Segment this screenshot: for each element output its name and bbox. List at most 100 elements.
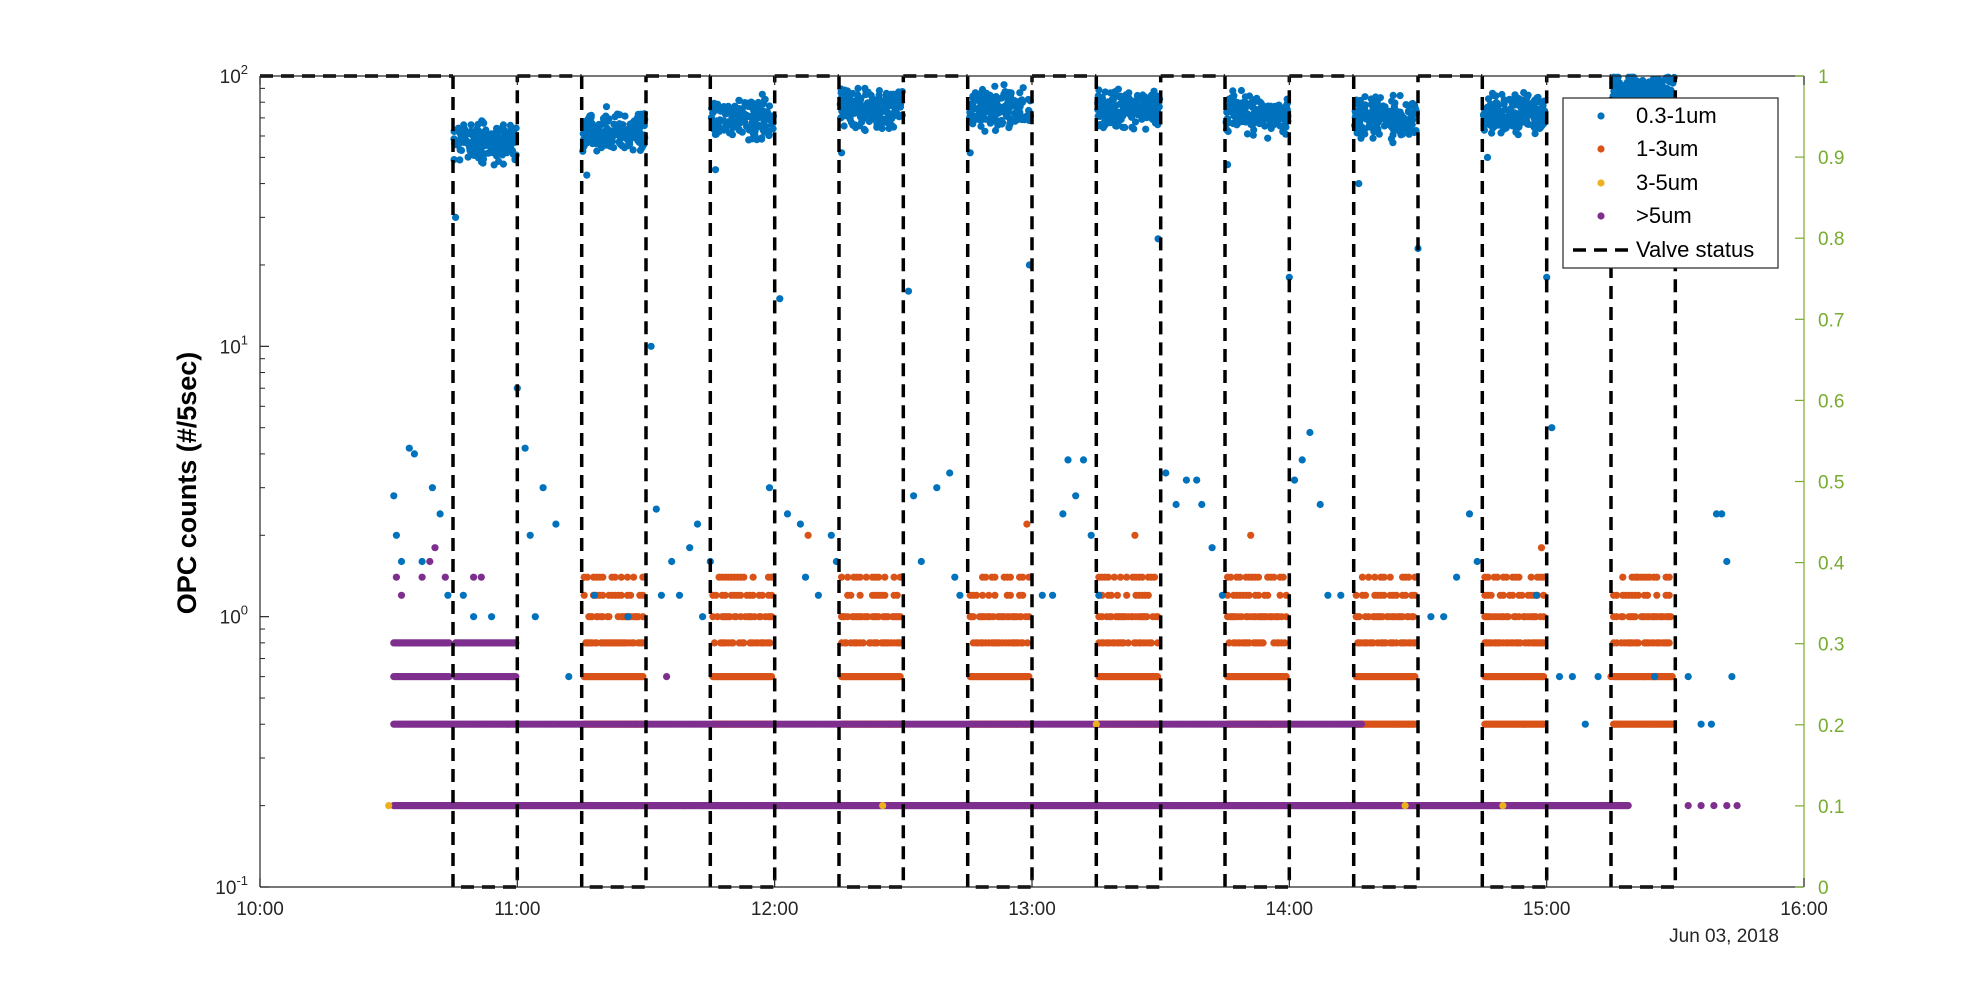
point-0-3-1um — [840, 107, 848, 115]
point-1-3um — [630, 573, 638, 581]
point-1-3um — [1665, 591, 1673, 599]
point-0-3-1um — [1162, 469, 1170, 477]
point-1-3um — [1484, 573, 1492, 581]
point-0-3-1um — [751, 132, 759, 140]
point-gt5um — [1697, 802, 1705, 810]
point-0-3-1um — [827, 531, 835, 539]
point-0-3-1um — [454, 124, 462, 132]
point-1-3um — [1667, 613, 1675, 621]
point-0-3-1um — [762, 115, 771, 123]
point-0-3-1um — [1264, 134, 1272, 142]
point-0-3-1um — [1142, 125, 1150, 133]
point-1-3um — [627, 591, 635, 599]
point-0-3-1um — [626, 140, 634, 148]
point-0-3-1um — [867, 106, 876, 114]
point-gt5um — [1723, 802, 1731, 810]
point-1-3um — [1634, 591, 1642, 599]
point-0-3-1um — [1059, 510, 1067, 518]
point-0-3-1um — [1718, 510, 1726, 518]
point-0-3-1um — [526, 531, 534, 539]
point-1-3um — [1358, 573, 1366, 581]
point-0-3-1um — [1113, 122, 1121, 130]
point-1-3um — [617, 573, 625, 581]
point-0-3-1um — [783, 510, 792, 518]
point-0-3-1um — [814, 591, 823, 599]
point-0-3-1um — [617, 141, 625, 149]
point-0-3-1um — [1697, 720, 1705, 728]
point-0-3-1um — [1369, 134, 1377, 142]
point-0-3-1um — [647, 342, 655, 350]
point-0-3-1um — [521, 444, 529, 452]
point-0-3-1um — [1532, 591, 1540, 599]
point-0-3-1um — [1240, 103, 1248, 111]
point-0-3-1um — [1208, 544, 1216, 552]
point-gt5um — [1357, 720, 1365, 728]
point-1-3um — [875, 573, 883, 581]
point-0-3-1um — [860, 125, 868, 133]
point-0-3-1um — [1014, 116, 1022, 124]
point-1-3um — [1619, 613, 1627, 621]
point-0-3-1um — [477, 134, 485, 142]
point-0-3-1um — [1116, 100, 1124, 108]
point-0-3-1um — [478, 117, 486, 125]
point-0-3-1um — [405, 444, 413, 452]
point-0-3-1um — [711, 166, 720, 174]
point-0-3-1um — [615, 129, 624, 138]
point-0-3-1um — [1147, 108, 1155, 117]
point-gt5um — [1624, 802, 1632, 810]
point-0-3-1um — [1198, 500, 1206, 509]
point-0-3-1um — [1103, 107, 1111, 116]
point-0-3-1um — [607, 135, 615, 143]
point-0-3-1um — [1337, 591, 1345, 599]
point-0-3-1um — [858, 118, 866, 126]
point-0-3-1um — [1306, 428, 1314, 437]
point-0-3-1um — [1233, 116, 1241, 124]
point-0-3-1um — [750, 113, 758, 122]
point-1-3um — [1646, 573, 1654, 581]
point-3-5um — [879, 802, 887, 810]
point-gt5um — [699, 802, 707, 810]
point-1-3um — [847, 591, 855, 599]
point-0-3-1um — [1038, 591, 1046, 599]
point-3-5um — [1401, 802, 1409, 810]
point-0-3-1um — [1079, 456, 1088, 464]
point-1-3um — [991, 573, 999, 581]
point-gt5um — [418, 573, 426, 581]
point-1-3um — [1259, 639, 1267, 647]
point-0-3-1um — [1277, 110, 1285, 118]
point-0-3-1um — [735, 109, 744, 117]
point-0-3-1um — [468, 141, 476, 149]
point-1-3um — [890, 573, 898, 581]
point-3-5um — [1499, 802, 1507, 810]
point-0-3-1um — [869, 114, 877, 122]
point-0-3-1um — [999, 119, 1007, 127]
point-0-3-1um — [749, 121, 757, 129]
point-0-3-1um — [390, 492, 398, 500]
point-1-3um — [1643, 591, 1652, 599]
point-0-3-1um — [597, 140, 606, 148]
point-0-3-1um — [507, 125, 515, 133]
point-0-3-1um — [1006, 104, 1014, 112]
point-0-3-1um — [486, 138, 494, 146]
point-1-3um — [1281, 639, 1289, 647]
point-0-3-1um — [488, 613, 496, 621]
point-0-3-1um — [910, 492, 918, 500]
point-0-3-1um — [1581, 720, 1589, 728]
point-0-3-1um — [875, 108, 883, 116]
point-0-3-1um — [668, 557, 676, 566]
point-0-3-1um — [459, 591, 467, 599]
point-0-3-1um — [565, 673, 573, 681]
point-gt5um — [441, 573, 449, 581]
point-0-3-1um — [765, 484, 774, 492]
point-1-3um — [766, 639, 774, 647]
point-gt5um — [681, 802, 689, 810]
point-0-3-1um — [765, 102, 774, 110]
point-0-3-1um — [467, 121, 475, 129]
point-0-3-1um — [1391, 99, 1399, 107]
point-1-3um — [804, 531, 812, 539]
point-0-3-1um — [457, 146, 466, 154]
point-0-3-1um — [892, 97, 900, 106]
point-1-3um — [844, 573, 852, 581]
point-0-3-1um — [951, 573, 959, 581]
point-0-3-1um — [1465, 510, 1474, 518]
